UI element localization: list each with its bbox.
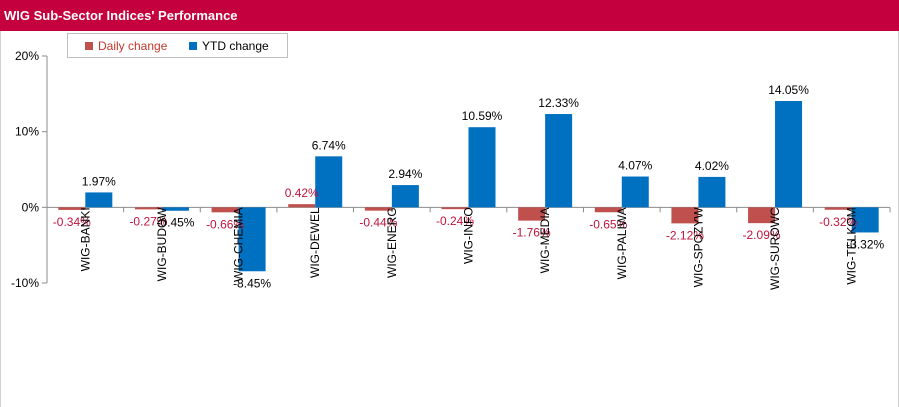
daily-change-bar [58,207,86,210]
daily-change-bar [211,207,239,213]
y-tick-label: 0% [22,200,40,214]
y-tick-label: 10% [15,125,39,139]
legend-item-daily-change: Daily change [85,39,167,53]
legend-item-ytd-change: YTD change [189,39,269,53]
category-label: WIG-SPOZYW [691,207,705,288]
ytd-change-data-label: 10.59% [462,109,503,123]
ytd-change-bar [391,185,419,208]
y-tick-label: 20% [15,49,39,63]
ytd-change-data-label: -8.45% [233,276,271,290]
legend: Daily change YTD change [67,33,288,58]
ytd-change-data-label: -0.45% [156,216,194,230]
category-label: WIG-CHEMIA [232,207,246,282]
legend-swatch-daily-change [85,42,93,50]
bar-chart: 20% 10% 0% -10% -0.34% 1.97% -0.27%-0.45% -0.6… [11,49,891,290]
daily-change-bar [594,207,622,213]
category-label: WIG-DEWEL [308,207,322,278]
ytd-change-data-label: 6.74% [312,138,346,152]
daily-change-data-label: -0.24% [436,214,474,228]
daily-change-bar [364,207,392,211]
daily-change-data-label: -2.09% [743,228,781,242]
daily-change-bar [288,204,316,208]
ytd-change-data-label: 2.94% [388,167,422,181]
legend-swatch-ytd-change [189,42,197,50]
daily-change-data-label: -0.34% [53,215,91,229]
category-label: WIG-PALIWA [615,207,629,279]
ytd-change-data-label: 1.97% [82,174,116,188]
category-labels-layer: WIG-BANKI WIG-BUDOW WIG-CHEMIA WIG-DEWEL WIG… [78,207,858,290]
category-label: WIG-BANKI [78,207,92,271]
ytd-change-bar [851,207,879,233]
axis-layer: 20% 10% 0% -10% [11,49,891,290]
category-label: WIG-INFO [462,207,476,264]
daily-change-data-label: -0.27% [129,214,167,228]
daily-change-bar [518,207,546,221]
daily-change-data-label: -0.44% [359,216,397,230]
ytd-change-data-label: 4.02% [695,159,729,173]
daily-change-bar [748,207,776,224]
category-label: WIG-ENERG [385,207,399,278]
daily-change-bar [134,207,162,210]
ytd-change-bar [238,207,266,272]
daily-change-data-label: -1.76% [513,226,551,240]
category-label: WIG-MEDIA [538,207,552,273]
ytd-change-bar [161,207,189,211]
ytd-change-data-label: 14.05% [768,83,809,97]
ytd-change-bar [85,192,113,208]
daily-change-data-label: 0.42% [285,186,319,200]
chart-title: WIG Sub-Sector Indices' Performance [0,0,899,31]
ytd-change-bar [775,101,803,208]
ytd-change-bar [698,176,726,208]
bars-layer [58,101,879,272]
ytd-change-bar [315,156,343,208]
ytd-change-bar [468,127,496,208]
daily-change-bar [671,207,699,224]
daily-change-data-label: -0.65% [589,217,627,231]
ytd-change-bar [621,176,649,208]
data-labels-layer: -0.34% 1.97% -0.27%-0.45% -0.66% -8.45% 0.42%… [53,83,885,290]
legend-label-daily-change: Daily change [98,39,168,53]
frame-left-border [0,31,1,407]
daily-change-data-label: -0.32% [819,215,857,229]
legend-label-ytd-change: YTD change [202,39,269,53]
daily-change-bar [441,207,469,210]
daily-change-bar [824,207,852,210]
ytd-change-data-label: 12.33% [538,96,579,110]
category-label: WIG-SUROWC [768,207,782,290]
y-tick-label: -10% [11,276,39,290]
category-label: WIG-BUDOW [155,207,169,282]
ytd-change-bar [545,114,573,208]
daily-change-data-label: -0.66% [206,217,244,231]
ytd-change-data-label: -3.32% [846,237,884,251]
category-label: WIG-TELKOM [845,207,859,284]
ytd-change-data-label: 4.07% [618,159,652,173]
daily-change-data-label: -2.12% [666,228,704,242]
